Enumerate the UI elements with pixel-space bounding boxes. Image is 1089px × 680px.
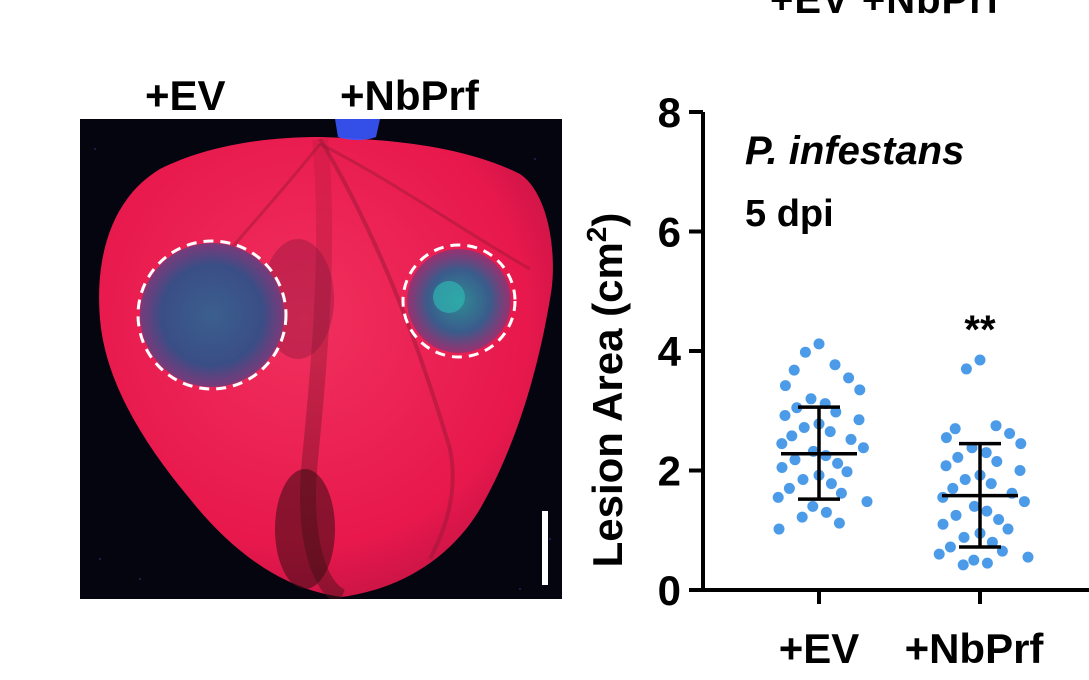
y-tick-label: 4: [658, 328, 682, 375]
data-point: [1004, 427, 1016, 439]
data-point: [845, 433, 857, 445]
data-point: [968, 500, 980, 512]
data-point: [959, 473, 971, 485]
y-tick-label: 2: [658, 448, 681, 495]
data-point: [825, 478, 837, 490]
data-point: [937, 491, 949, 503]
lesion-ev-outline: [136, 239, 288, 391]
data-point: [957, 559, 969, 571]
data-point: [843, 372, 855, 384]
lesion-nbprf-outline: [401, 243, 517, 359]
data-point: [857, 442, 869, 454]
data-point: [824, 426, 836, 438]
data-point: [944, 541, 956, 553]
leaf-photo: [80, 115, 562, 605]
x-tick-label: +NbPrf: [905, 625, 1045, 672]
data-point: [985, 478, 997, 490]
data-point: [950, 509, 962, 521]
data-point: [968, 554, 980, 566]
chart-subtitle: 5 dpi: [745, 193, 834, 235]
photo-label-nbprf: +NbPrf: [340, 72, 479, 119]
data-point: [789, 454, 801, 466]
data-point: [991, 456, 1003, 468]
data-point: [937, 518, 949, 530]
data-point: [779, 410, 791, 422]
data-point: [829, 359, 841, 371]
data-point: [990, 420, 1002, 432]
y-axis-label: Lesion Area (cm2): [581, 213, 631, 568]
data-point: [835, 487, 847, 499]
data-point: [776, 438, 788, 450]
y-tick-label: 6: [658, 209, 681, 256]
data-point: [796, 511, 808, 523]
data-point: [1002, 523, 1014, 535]
data-point: [820, 506, 832, 518]
data-point: [1014, 465, 1026, 476]
data-point: [791, 402, 803, 414]
lesion-area-chart: Lesion Area (cm2) P. infestans 5 dpi 0 2 4…: [560, 60, 1089, 680]
data-point: [949, 423, 961, 435]
data-point: [981, 557, 993, 569]
data-point: [861, 496, 873, 508]
data-point: [805, 393, 817, 405]
data-point: [1022, 551, 1034, 563]
data-point: [1015, 438, 1027, 450]
data-point: [830, 406, 842, 418]
data-point: [854, 384, 866, 396]
data-point: [776, 462, 788, 474]
data-point: [947, 482, 959, 494]
data-point: [933, 548, 945, 560]
lesion-ev: [140, 243, 284, 387]
data-point: [958, 531, 970, 543]
data-point: [797, 473, 809, 485]
data-point: [952, 451, 964, 463]
data-point: [807, 500, 819, 512]
y-tick-label: 0: [658, 567, 681, 614]
data-point: [960, 363, 972, 375]
data-point: [993, 513, 1005, 525]
photo-label-ev: +EV: [145, 72, 226, 119]
data-point: [820, 450, 832, 462]
data-point: [841, 466, 853, 478]
chart-title: P. infestans: [745, 129, 964, 173]
data-point: [786, 430, 798, 442]
data-point: [981, 505, 993, 517]
data-point: [940, 460, 952, 472]
data-point: [833, 517, 845, 529]
y-tick-label: 8: [658, 89, 681, 136]
data-point: [853, 414, 865, 426]
data-point: [940, 432, 952, 444]
scale-bar: [542, 511, 548, 585]
data-point: [772, 491, 784, 503]
x-tick-label: +EV: [779, 625, 860, 672]
data-point: [813, 338, 825, 350]
data-point: [1018, 496, 1030, 508]
data-point: [832, 457, 844, 469]
data-point: [788, 364, 800, 376]
data-point: [783, 482, 795, 494]
significance-label: **: [964, 308, 996, 352]
top-clipped-label: +EV +NbPrf: [770, 0, 1001, 22]
data-point: [980, 447, 992, 459]
data-point: [986, 536, 998, 548]
data-point: [779, 380, 791, 392]
data-point: [798, 421, 810, 433]
data-point: [974, 354, 986, 366]
data-point: [799, 346, 811, 358]
data-point: [773, 523, 785, 535]
